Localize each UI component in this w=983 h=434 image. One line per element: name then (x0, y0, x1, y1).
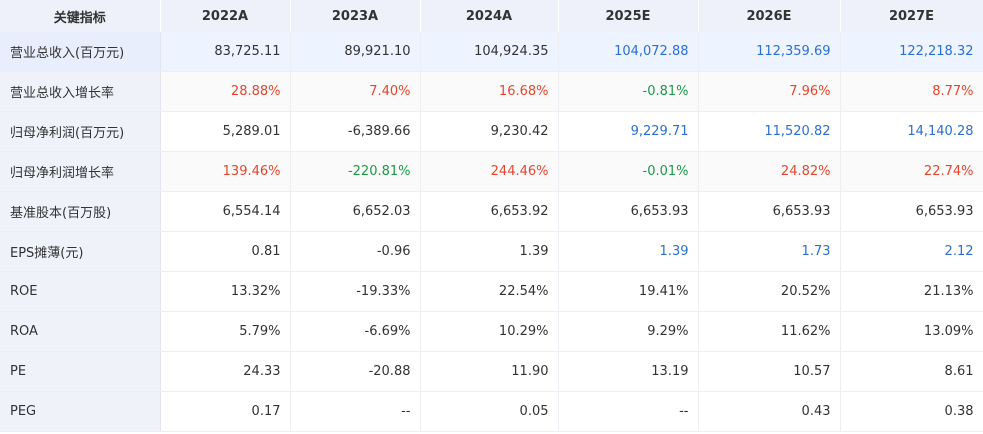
value-cell: 6,653.93 (558, 191, 699, 232)
value-cell: 0.43 (698, 391, 841, 432)
value-cell: 22.54% (420, 271, 559, 312)
table-row: EPS摊薄(元) 0.81 -0.96 1.39 1.39 1.73 2.12 (0, 231, 983, 272)
value-cell: -- (558, 391, 699, 432)
value-cell: 11.62% (698, 311, 841, 352)
value-cell: 5,289.01 (160, 111, 291, 152)
value-cell: -0.96 (290, 231, 421, 272)
value-cell: -220.81% (290, 151, 421, 192)
value-cell: 2.12 (840, 231, 983, 272)
value-cell: 6,652.03 (290, 191, 421, 232)
header-cell: 2026E (698, 0, 841, 32)
value-cell: 24.82% (698, 151, 841, 192)
row-label: PEG (0, 391, 161, 432)
value-cell: 6,653.93 (698, 191, 841, 232)
value-cell: 22.74% (840, 151, 983, 192)
value-cell: 1.73 (698, 231, 841, 272)
table-row: PEG 0.17 -- 0.05 -- 0.43 0.38 (0, 391, 983, 432)
value-cell: 24.33 (160, 351, 291, 392)
value-cell: -6,389.66 (290, 111, 421, 152)
row-label: ROA (0, 311, 161, 352)
header-cell: 2023A (290, 0, 421, 32)
value-cell: 1.39 (558, 231, 699, 272)
value-cell: 28.88% (160, 71, 291, 112)
value-cell: 0.81 (160, 231, 291, 272)
table-row: ROA 5.79% -6.69% 10.29% 9.29% 11.62% 13.09% (0, 311, 983, 352)
value-cell: 139.46% (160, 151, 291, 192)
value-cell: 14,140.28 (840, 111, 983, 152)
value-cell: 6,554.14 (160, 191, 291, 232)
header-cell: 2024A (420, 0, 559, 32)
value-cell: 13.19 (558, 351, 699, 392)
value-cell: -20.88 (290, 351, 421, 392)
value-cell: 1.39 (420, 231, 559, 272)
value-cell: 20.52% (698, 271, 841, 312)
value-cell: 7.40% (290, 71, 421, 112)
value-cell: 89,921.10 (290, 32, 421, 72)
value-cell: 13.32% (160, 271, 291, 312)
value-cell: 122,218.32 (840, 32, 983, 72)
table-row: 营业总收入增长率 28.88% 7.40% 16.68% -0.81% 7.96% 8.77… (0, 71, 983, 112)
value-cell: 0.17 (160, 391, 291, 432)
value-cell: 11,520.82 (698, 111, 841, 152)
row-label: 营业总收入增长率 (0, 71, 161, 112)
table-row: ROE 13.32% -19.33% 22.54% 19.41% 20.52% 21.13% (0, 271, 983, 312)
row-label: ROE (0, 271, 161, 312)
table-row: 归母净利润(百万元) 5,289.01 -6,389.66 9,230.42 9,229… (0, 111, 983, 152)
value-cell: 10.29% (420, 311, 559, 352)
row-label: 基准股本(百万股) (0, 191, 161, 232)
value-cell: 10.57 (698, 351, 841, 392)
value-cell: 244.46% (420, 151, 559, 192)
value-cell: 104,924.35 (420, 32, 559, 72)
value-cell: 9.29% (558, 311, 699, 352)
value-cell: 16.68% (420, 71, 559, 112)
row-label: EPS摊薄(元) (0, 231, 161, 272)
value-cell: 19.41% (558, 271, 699, 312)
value-cell: 112,359.69 (698, 32, 841, 72)
value-cell: 83,725.11 (160, 32, 291, 72)
header-cell: 2022A (160, 0, 291, 32)
row-label: 归母净利润增长率 (0, 151, 161, 192)
value-cell: 21.13% (840, 271, 983, 312)
value-cell: 0.38 (840, 391, 983, 432)
value-cell: 8.77% (840, 71, 983, 112)
value-cell: -19.33% (290, 271, 421, 312)
value-cell: 7.96% (698, 71, 841, 112)
value-cell: -0.81% (558, 71, 699, 112)
value-cell: -6.69% (290, 311, 421, 352)
value-cell: -- (290, 391, 421, 432)
header-cell: 2027E (840, 0, 983, 32)
value-cell: 11.90 (420, 351, 559, 392)
table-row: PE 24.33 -20.88 11.90 13.19 10.57 8.61 (0, 351, 983, 392)
table-row: 营业总收入(百万元) 83,725.11 89,921.10 104,924.35 10… (0, 32, 983, 72)
value-cell: 9,229.71 (558, 111, 699, 152)
table-row: 基准股本(百万股) 6,554.14 6,652.03 6,653.92 6,653.9… (0, 191, 983, 232)
value-cell: 6,653.92 (420, 191, 559, 232)
value-cell: 6,653.93 (840, 191, 983, 232)
table-body: 营业总收入(百万元) 83,725.11 89,921.10 104,924.35 10… (0, 32, 983, 432)
row-label: PE (0, 351, 161, 392)
value-cell: 13.09% (840, 311, 983, 352)
header-cell: 关键指标 (0, 0, 161, 32)
value-cell: 8.61 (840, 351, 983, 392)
row-label: 营业总收入(百万元) (0, 32, 161, 72)
value-cell: 9,230.42 (420, 111, 559, 152)
value-cell: 104,072.88 (558, 32, 699, 72)
value-cell: -0.01% (558, 151, 699, 192)
table-row: 归母净利润增长率 139.46% -220.81% 244.46% -0.01% 24.8… (0, 151, 983, 192)
value-cell: 0.05 (420, 391, 559, 432)
header-row: 关键指标 2022A 2023A 2024A 2025E 2026E 2027E (0, 0, 983, 32)
row-label: 归母净利润(百万元) (0, 111, 161, 152)
header-cell: 2025E (558, 0, 699, 32)
value-cell: 5.79% (160, 311, 291, 352)
